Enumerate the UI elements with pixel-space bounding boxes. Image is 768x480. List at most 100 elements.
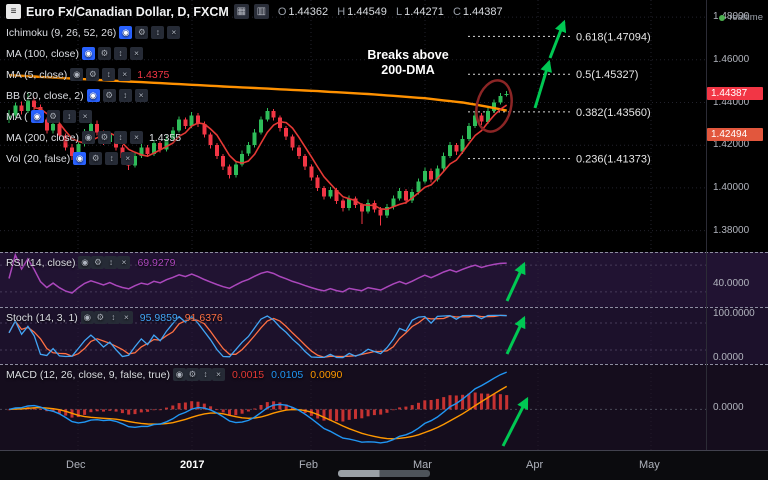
indicator-legend-item: MA (100, close)◉⚙↕× (6, 46, 181, 61)
gear-icon[interactable]: ⚙ (186, 368, 199, 381)
price-badge: 1.44387 (707, 87, 763, 100)
arrows-icon[interactable]: ↕ (102, 68, 115, 81)
close-icon[interactable]: × (212, 368, 225, 381)
stoch-legend-buttons: ◉⚙↕× (81, 311, 133, 324)
indicator-value: 1.4375 (137, 69, 169, 81)
arrows-icon[interactable]: ↕ (105, 152, 118, 165)
eye-icon[interactable]: ◉ (31, 110, 44, 123)
price-axis-label: 1.46000 (713, 54, 749, 65)
arrows-icon[interactable]: ↕ (107, 311, 120, 324)
indicator-label: BB (20, close, 2) (6, 90, 84, 102)
close-icon[interactable]: × (130, 47, 143, 60)
fib-level-label: 0.618(1.47094) (576, 31, 651, 43)
chart-grid-icon[interactable]: ▥ (254, 4, 269, 19)
gear-icon[interactable]: ⚙ (98, 131, 111, 144)
eye-icon[interactable]: ◉ (78, 256, 91, 269)
gear-icon[interactable]: ⚙ (94, 311, 107, 324)
arrows-icon[interactable]: ↕ (114, 131, 127, 144)
indicator-legend-item: Vol (20, false)◉⚙↕× (6, 151, 181, 166)
high-value: 1.44549 (347, 6, 387, 18)
high-label: H (337, 6, 345, 18)
indicator-legend-item: MA (◉⚙↕× (6, 109, 181, 124)
rsi-value: 69.9279 (137, 257, 175, 269)
fib-level-label: 0.236(1.41373) (576, 154, 651, 166)
price-axis-label: 1.40000 (713, 182, 749, 193)
eye-icon[interactable]: ◉ (119, 26, 132, 39)
realtime-dot-icon (719, 15, 725, 21)
macd-signal-value: 0.0090 (310, 369, 342, 381)
stoch-d-value: 91.6376 (185, 312, 223, 324)
eye-icon[interactable]: ◉ (81, 311, 94, 324)
eye-icon[interactable]: ◉ (173, 368, 186, 381)
low-label: L (396, 6, 402, 18)
price-axis[interactable]: 1.480001.460001.440001.420001.400001.380… (706, 0, 768, 252)
close-value: 1.44387 (463, 6, 503, 18)
close-icon[interactable]: × (135, 89, 148, 102)
eye-icon[interactable]: ◉ (82, 131, 95, 144)
indicator-legend-item: BB (20, close, 2)◉⚙↕× (6, 88, 181, 103)
realtime-indicator: realtime (719, 12, 763, 23)
rsi-label: RSI (14, close) (6, 257, 75, 269)
gear-icon[interactable]: ⚙ (47, 110, 60, 123)
realtime-label: realtime (729, 12, 763, 23)
scrollbar-handle[interactable] (338, 470, 430, 477)
indicator-label: Vol (20, false) (6, 153, 70, 165)
stoch-legend: Stoch (14, 3, 1) ◉⚙↕× 95.9859 91.6376 (6, 311, 223, 324)
eye-icon[interactable]: ◉ (70, 68, 83, 81)
close-icon[interactable]: × (117, 256, 130, 269)
price-badge: 1.42494 (707, 128, 763, 141)
gear-icon[interactable]: ⚙ (135, 26, 148, 39)
rsi-legend-buttons: ◉⚙↕× (78, 256, 130, 269)
gear-icon[interactable]: ⚙ (103, 89, 116, 102)
gear-icon[interactable]: ⚙ (98, 47, 111, 60)
indicator-label: MA ( (6, 111, 28, 123)
annotation-line-1: Breaks above (352, 48, 464, 63)
indicator-label: MA (5, close) (6, 69, 67, 81)
stoch-label: Stoch (14, 3, 1) (6, 312, 78, 324)
indicator-value: 1.4355 (149, 132, 181, 144)
macd-hist-value: 0.0015 (232, 369, 264, 381)
ohlc-readout: O1.44362 H1.44549 L1.44271 C1.44387 (278, 6, 509, 18)
close-icon[interactable]: × (120, 311, 133, 324)
macd-axis-label-zero: 0.0000 (713, 402, 744, 413)
symbol-icon[interactable]: ≡ (6, 4, 21, 19)
indicator-legend-item: MA (200, close)◉⚙↕× 1.4355 (6, 130, 181, 145)
chart-title: Euro Fx/Canadian Dollar, D, FXCM (26, 5, 229, 19)
time-axis-label: Apr (526, 459, 543, 471)
fib-level-label: 0.5(1.45327) (576, 69, 638, 81)
eye-icon[interactable]: ◉ (87, 89, 100, 102)
price-axis-label: 1.38000 (713, 225, 749, 236)
close-icon[interactable]: × (118, 68, 131, 81)
eye-icon[interactable]: ◉ (82, 47, 95, 60)
time-axis-label: May (639, 459, 660, 471)
close-label: C (453, 6, 461, 18)
eye-icon[interactable]: ◉ (73, 152, 86, 165)
arrows-icon[interactable]: ↕ (151, 26, 164, 39)
close-icon[interactable]: × (79, 110, 92, 123)
gear-icon[interactable]: ⚙ (86, 68, 99, 81)
arrows-icon[interactable]: ↕ (63, 110, 76, 123)
stoch-axis-label-0: 0.0000 (713, 352, 744, 363)
time-axis-label: Feb (299, 459, 318, 471)
arrows-icon[interactable]: ↕ (104, 256, 117, 269)
macd-line-value: 0.0105 (271, 369, 303, 381)
indicator-label: MA (200, close) (6, 132, 79, 144)
stoch-k-value: 95.9859 (140, 312, 178, 324)
arrows-icon[interactable]: ↕ (114, 47, 127, 60)
fib-retracement[interactable]: 0.618(1.47094)0.5(1.45327)0.382(1.43560)… (468, 31, 651, 165)
annotation-breaks-above[interactable]: Breaks above 200-DMA (352, 48, 464, 78)
close-icon[interactable]: × (130, 131, 143, 144)
indicator-label: Ichimoku (9, 26, 52, 26) (6, 27, 116, 39)
indicator-label: MA (100, close) (6, 48, 79, 60)
time-axis-label: Dec (66, 459, 86, 471)
arrows-icon[interactable]: ↕ (119, 89, 132, 102)
close-icon[interactable]: × (121, 152, 134, 165)
close-icon[interactable]: × (167, 26, 180, 39)
macd-legend: MACD (12, 26, close, 9, false, true) ◉⚙↕… (6, 368, 342, 381)
open-value: 1.44362 (288, 6, 328, 18)
arrows-icon[interactable]: ↕ (199, 368, 212, 381)
indicator-legend-item: MA (5, close)◉⚙↕× 1.4375 (6, 67, 181, 82)
chart-menu-icon[interactable]: ▦ (234, 4, 249, 19)
gear-icon[interactable]: ⚙ (91, 256, 104, 269)
gear-icon[interactable]: ⚙ (89, 152, 102, 165)
